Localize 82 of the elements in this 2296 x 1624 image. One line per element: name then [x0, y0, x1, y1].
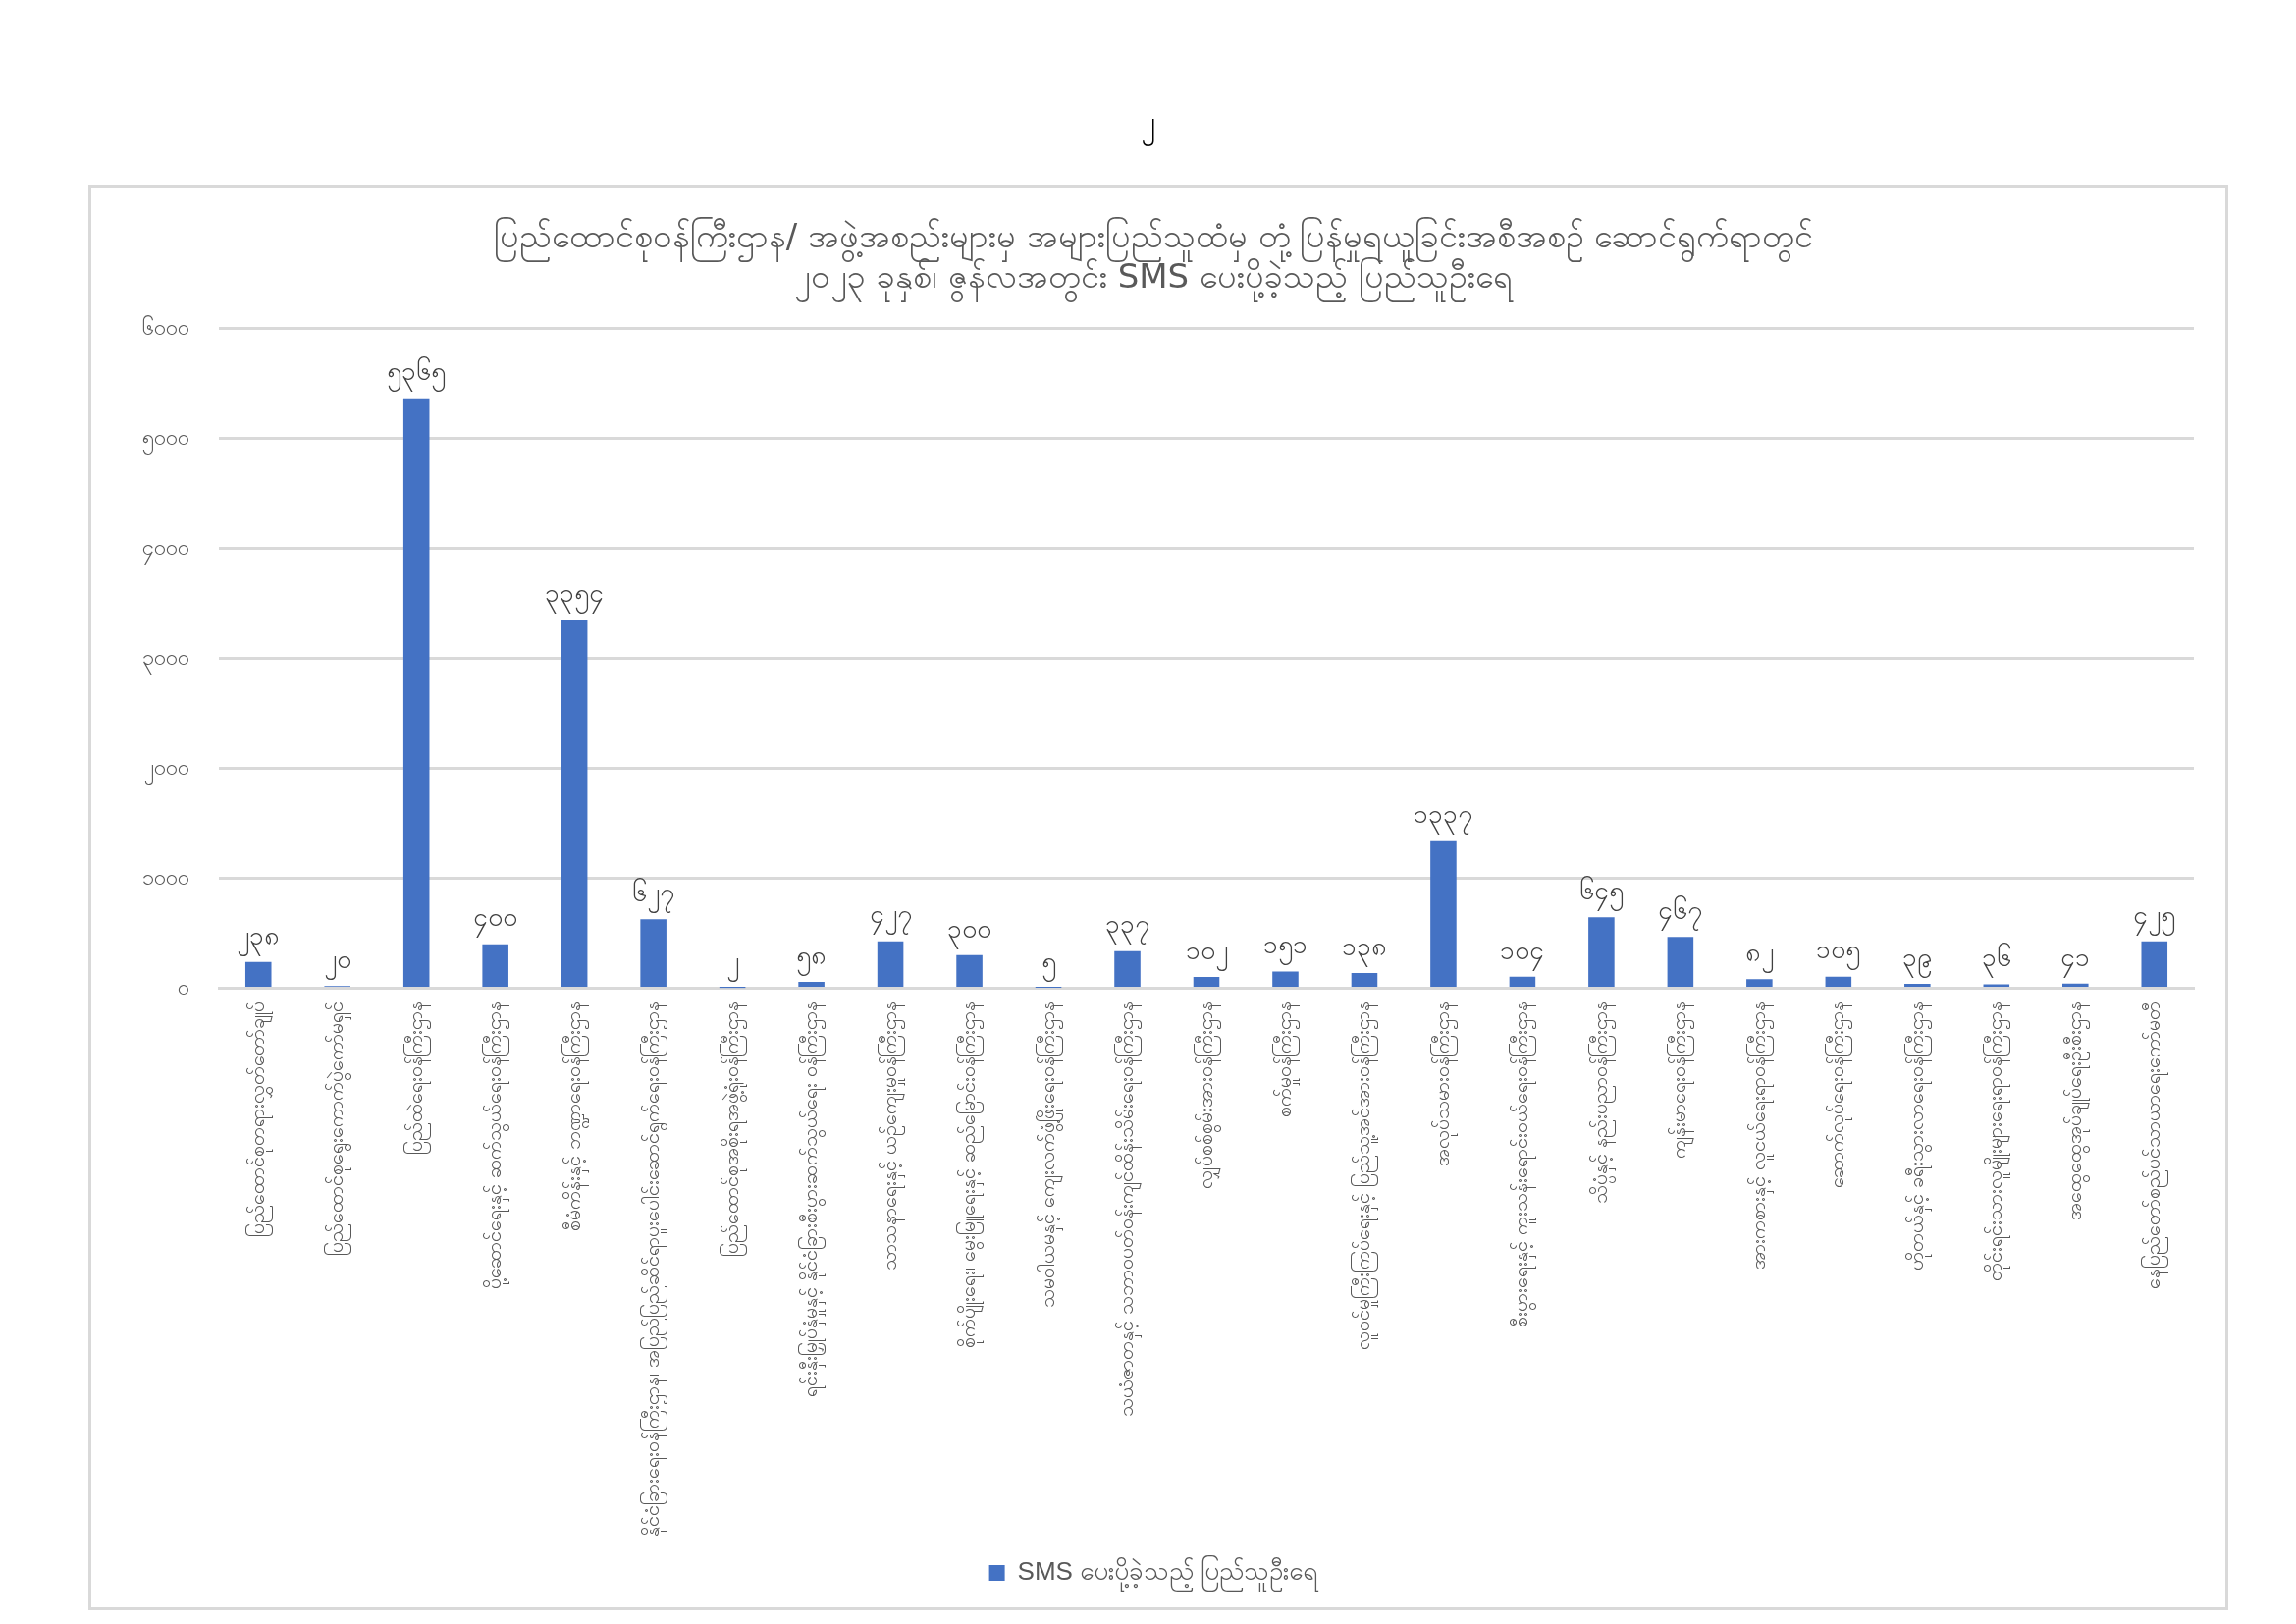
- x-tick-label: အားကစားနှင့် လူငယ်ရေးရာဝန်ကြီးဌာန: [1745, 1001, 1774, 1271]
- data-label: ၃၀၀: [947, 913, 992, 949]
- x-tick-label: အထွေထွေအုပ်ချုပ်ရေးဦးစီးဌာန: [2062, 1001, 2090, 1221]
- x-tick-label: ပို့ဆောင်ရေးနှင့် ဆက်သွယ်ရေးဝန်ကြီးဌာန: [482, 1001, 510, 1290]
- data-label: ၁၃၈: [1341, 931, 1387, 967]
- x-tick-label: နေပြည်တော်စည်ပင်သာယာရေးကော်မတီ: [2141, 1001, 2169, 1290]
- bar: [1904, 984, 1931, 987]
- data-label: ၁၃၃၇: [1414, 799, 1473, 836]
- bar: [1667, 937, 1694, 987]
- data-label: ၁၀၂: [1185, 935, 1228, 971]
- data-label: ၁၅၁: [1262, 930, 1308, 966]
- bar: [1272, 971, 1299, 987]
- x-tick-label: သမဝါယမနှင့် ကျေးလက်ဖွံ့ဖြိုးရေးဝန်ကြီးဌာန: [1035, 1001, 1063, 1309]
- bar: [1588, 917, 1615, 987]
- data-label: ၆၄၅: [1578, 874, 1624, 911]
- x-tick-label: သယံဇာတနှင့် သဘာဝပတ်ဝန်းကျင်ထိန်းသိမ်းရေးဝန်ကြီးဌာန: [1114, 1001, 1143, 1418]
- x-tick-label: ဟိုတယ်နှင့် ခရီးသွားလာရေးဝန်ကြီးဌာန: [1903, 1001, 1932, 1272]
- x-tick-label: သာသနာရေးနှင့် ယဉ်ကျေးမှုဝန်ကြီးဌာန: [877, 1001, 905, 1272]
- chart-title: ပြည်ထောင်စုဝန်ကြီးဌာန/ အဖွဲ့အစည်းများမှ အများပြည်သူထံမှ တုံ့ပြန်မှုရယူခြင်းအစီအစဉ် ဆောင်ရွက်ရာတွင် ၂၀၂၃ ခုနှစ်၊ ဇွန်လအတွင်း SMS ပေးပို့ခဲ့သည့် ပြည်သူဦးရေ: [493, 216, 1814, 303]
- x-tick-label: သိပ္ပံနှင့် နည်းပညာဝန်ကြီးဌာန: [1587, 1001, 1616, 1205]
- y-tick-label: ၀: [178, 974, 189, 1000]
- bar: [482, 944, 508, 987]
- bar: [877, 941, 904, 987]
- x-tick-label: အလုပ်သမားဝန်ကြီးဌာန: [1429, 1001, 1458, 1167]
- data-label: ၂: [725, 946, 739, 982]
- bar: [798, 981, 825, 987]
- bar: [1430, 840, 1457, 987]
- data-label: ၃၃၇: [1105, 909, 1150, 946]
- data-label: ၃၆: [1981, 942, 2011, 979]
- data-label: ၆၂၇: [632, 876, 675, 913]
- data-label: ၃၃၅၄: [545, 577, 605, 614]
- bar: [640, 919, 667, 987]
- data-label: ၃၉: [1902, 942, 1933, 978]
- bar: [244, 961, 272, 987]
- data-label: ၄၂၅: [2133, 899, 2176, 936]
- x-tick-label: လူဝင်မှုကြီးကြပ်ရေးနှင့် ပြည်သူ့အင်အားဝန်ကြီးဌာန: [1351, 1001, 1379, 1351]
- bar: [1746, 979, 1773, 987]
- bar: [1983, 984, 2010, 987]
- data-label: ၈၂: [1744, 938, 1774, 974]
- text: ၂: [1140, 104, 1156, 147]
- x-tick-label: လျှပ်စစ်စွမ်းအားဝန်ကြီးဌာန: [1193, 1001, 1221, 1190]
- bar: [2062, 983, 2089, 987]
- data-label: ၄၆၇: [1658, 893, 1703, 931]
- bar: [956, 954, 983, 987]
- bar: [1509, 976, 1536, 987]
- data-label: ၅: [1041, 946, 1056, 982]
- y-tick-label: ၁၀၀၀: [142, 864, 189, 890]
- data-label: ၄၁: [2060, 942, 2091, 978]
- bar: [1114, 950, 1141, 987]
- y-tick-label: ၂၀၀၀: [144, 754, 189, 785]
- x-tick-label: ပြည်ထောင်စုအစိုးရအဖွဲ့ရုံးဝန်ကြီးဌာန: [719, 1001, 747, 1258]
- x-tick-label: စီးပွားရေးနှင့် ကူးသန်းရောင်းဝယ်ရေးဝန်ကြီးဌာန: [1509, 1001, 1537, 1328]
- bar: [1351, 972, 1378, 987]
- bar: [561, 619, 588, 987]
- y-tick-label: ၄၀၀၀: [142, 534, 189, 565]
- bar: [1825, 976, 1852, 987]
- data-label: ၁၀၅: [1816, 935, 1861, 971]
- y-tick-label: ၃၀၀၀: [142, 644, 189, 675]
- data-label: ၄၀၀: [473, 902, 518, 939]
- x-tick-label: တိုင်းရင်းသားလူမျိုးများရေးရာဝန်ကြီးဌာန: [1983, 1001, 2011, 1282]
- x-tick-label: နိုင်ငံခြားရေးဝန်ကြီးဌာန၊ အပြည်ပြည်ဆိုင်ရာပူးပေါင်းဆောင်ရွက်ရေးဝန်ကြီးဌာန: [640, 1001, 668, 1538]
- bar: [2141, 941, 2168, 987]
- data-label: ၂၃၈: [237, 920, 281, 956]
- data-label: ၅၈: [796, 940, 828, 976]
- data-label: ၁၀၄: [1500, 935, 1545, 971]
- x-tick-label: ပြည်ထောင်စုရွေးကောက်ပွဲကော်မရှင်: [324, 1001, 352, 1257]
- x-tick-label: ပြည်ထောင်စုတရားလွှတ်တော်ချုပ်: [244, 1001, 273, 1238]
- x-tick-label: စက်မှုဝန်ကြီးဌာန: [1272, 1001, 1300, 1118]
- x-tick-label: ကျန်းမာရေးဝန်ကြီးဌာန: [1667, 1001, 1695, 1160]
- data-label: ၂၀: [323, 944, 351, 980]
- data-label: ၄၂၇: [869, 899, 912, 936]
- x-tick-label: စိုက်ပျိုးရေး၊ မွေးမြူရေးနှင့် ဆည်မြောင်းဝန်ကြီးဌာန: [956, 1001, 985, 1348]
- y-tick-label: ၅၀၀၀: [142, 424, 189, 455]
- x-tick-label: ပြည်ထဲရေးဝန်ကြီးဌာန: [402, 1001, 431, 1156]
- x-tick-label: ရင်းနှီးမြှုပ်နှံမှုနှင့် နိုင်ငံခြားစီးပွားဆက်သွယ်ရေး ဝန်ကြီးဌာန: [798, 1001, 827, 1397]
- data-label: ၅၃၆၅: [387, 355, 447, 393]
- bar: [1193, 977, 1220, 987]
- y-tick-label: ၆၀၀၀: [142, 314, 189, 340]
- legend-label: SMS ပေးပို့ခဲ့သည့် ပြည်သူဦးရေ: [1017, 1554, 1320, 1593]
- bar: [402, 398, 430, 987]
- x-tick-label: ဆောက်လုပ်ရေးဝန်ကြီးဌာန: [1825, 1001, 1853, 1189]
- x-tick-label: စီမံကိန်းနှင့် ဘဏ္ဍာရေးဝန်ကြီးဌာန: [561, 1001, 589, 1232]
